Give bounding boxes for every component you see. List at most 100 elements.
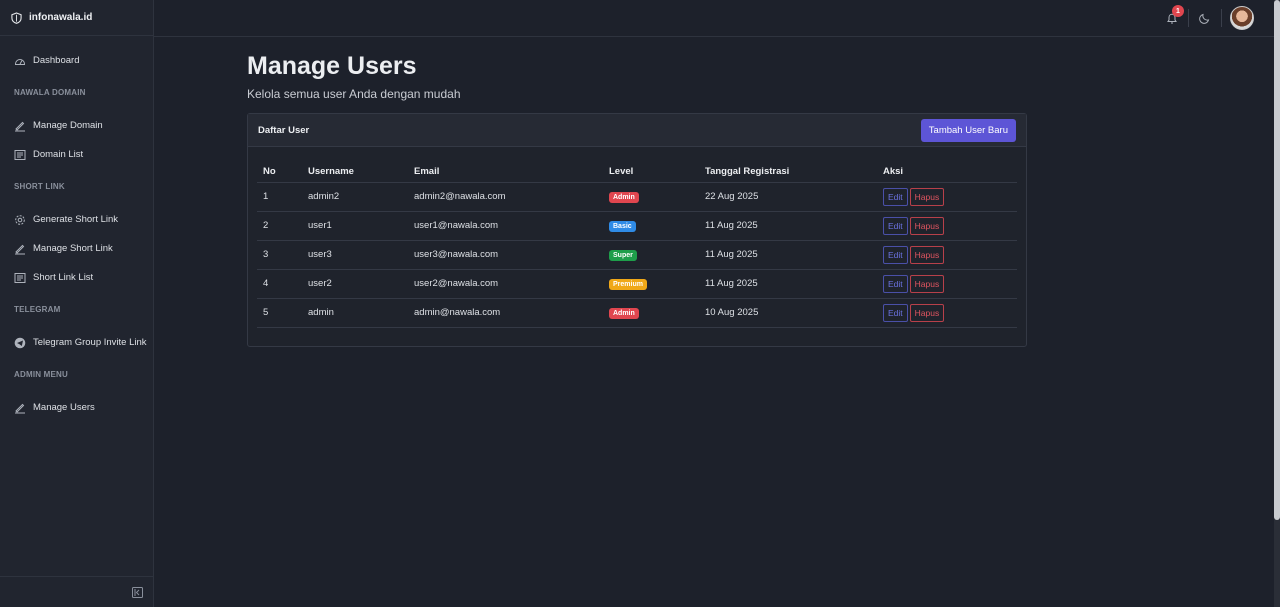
users-table: No Username Email Level Tanggal Registra… xyxy=(257,161,1017,328)
cell-date: 10 Aug 2025 xyxy=(699,298,877,328)
topbar-divider xyxy=(1188,9,1189,27)
sidebar-item-label: Dashboard xyxy=(33,55,80,66)
column-header-email: Email xyxy=(408,161,603,183)
level-badge: Admin xyxy=(609,191,639,203)
cell-date: 11 Aug 2025 xyxy=(699,211,877,241)
table-row: 2 user1 user1@nawala.com Basic 11 Aug 2025 Ed… xyxy=(257,211,1017,241)
sidebar-item-label: Manage Users xyxy=(33,402,95,413)
column-header-date: Tanggal Registrasi xyxy=(699,161,877,183)
table-header-row: No Username Email Level Tanggal Registra… xyxy=(257,161,1017,183)
shield-icon xyxy=(11,11,22,24)
add-user-button[interactable]: Tambah User Baru xyxy=(920,118,1016,142)
pen-icon xyxy=(14,243,26,255)
cell-email: admin@nawala.com xyxy=(408,298,603,328)
sidebar-item-label: Manage Domain xyxy=(33,120,103,131)
sidebar-item-label: Generate Short Link xyxy=(33,214,119,225)
cell-level: Admin xyxy=(603,298,699,328)
notification-badge: 1 xyxy=(1172,5,1184,17)
sidebar-item-manage-users[interactable]: Manage Users xyxy=(0,393,153,422)
cell-date: 11 Aug 2025 xyxy=(699,269,877,299)
cell-actions: Edit Hapus xyxy=(877,269,1017,299)
brand-name: infonawala.id xyxy=(29,12,93,23)
cell-level: Admin xyxy=(603,182,699,212)
cell-no: 2 xyxy=(257,211,302,241)
cell-no: 4 xyxy=(257,269,302,299)
cell-no: 1 xyxy=(257,182,302,212)
sidebar: infonawala.id Dashboard NAWALA DOMAIN Mana… xyxy=(0,0,154,607)
page-subtitle: Kelola semua user Anda dengan mudah xyxy=(247,87,461,101)
edit-button[interactable]: Edit xyxy=(883,187,908,206)
sidebar-nav: Dashboard NAWALA DOMAIN Manage Domain Domai… xyxy=(0,36,153,422)
delete-button[interactable]: Hapus xyxy=(909,216,945,235)
collapse-sidebar-icon[interactable] xyxy=(132,586,143,598)
brand[interactable]: infonawala.id xyxy=(0,0,153,36)
card-title: Daftar User xyxy=(258,124,310,136)
level-badge: Basic xyxy=(609,220,636,232)
cell-date: 22 Aug 2025 xyxy=(699,182,877,212)
page-scrollbar[interactable] xyxy=(1274,0,1280,607)
sidebar-item-generate-short-link[interactable]: Generate Short Link xyxy=(0,205,153,234)
cell-email: user1@nawala.com xyxy=(408,211,603,241)
sidebar-item-manage-short-link[interactable]: Manage Short Link xyxy=(0,234,153,263)
cell-level: Basic xyxy=(603,211,699,241)
cell-level: Premium xyxy=(603,269,699,299)
table-row: 3 user3 user3@nawala.com Super 11 Aug 2025 Ed… xyxy=(257,240,1017,270)
column-header-username: Username xyxy=(302,161,408,183)
users-table-body: 1 admin2 admin2@nawala.com Admin 22 Aug 2025… xyxy=(257,182,1017,328)
sidebar-item-label: Manage Short Link xyxy=(33,243,113,254)
avatar[interactable] xyxy=(1230,6,1254,30)
cell-username: user1 xyxy=(302,211,408,241)
sidebar-footer xyxy=(0,576,153,607)
edit-button[interactable]: Edit xyxy=(883,274,908,293)
topbar: 1 xyxy=(154,0,1274,37)
cell-no: 5 xyxy=(257,298,302,328)
table-row: 1 admin2 admin2@nawala.com Admin 22 Aug 2025… xyxy=(257,182,1017,212)
dashboard-icon xyxy=(14,55,26,67)
table-row: 4 user2 user2@nawala.com Premium 11 Aug 2025… xyxy=(257,269,1017,299)
cell-username: admin2 xyxy=(302,182,408,212)
user-list-card: Daftar User Tambah User Baru No Username… xyxy=(247,113,1027,347)
column-header-level: Level xyxy=(603,161,699,183)
edit-button[interactable]: Edit xyxy=(883,303,908,322)
top-actions: 1 xyxy=(1156,5,1254,31)
cell-level: Super xyxy=(603,240,699,270)
pen-icon xyxy=(14,120,26,132)
delete-button[interactable]: Hapus xyxy=(909,245,945,264)
level-badge: Super xyxy=(609,249,637,261)
sidebar-section-label: TELEGRAM xyxy=(14,305,61,314)
gear-icon xyxy=(14,214,26,226)
sidebar-section-label: ADMIN MENU xyxy=(14,370,68,379)
sidebar-item-short-link-list[interactable]: Short Link List xyxy=(0,263,153,292)
cell-username: admin xyxy=(302,298,408,328)
sidebar-section-label: NAWALA DOMAIN xyxy=(14,88,86,97)
cell-email: admin2@nawala.com xyxy=(408,182,603,212)
level-badge: Premium xyxy=(609,278,647,290)
telegram-icon xyxy=(14,337,26,349)
edit-button[interactable]: Edit xyxy=(883,245,908,264)
cell-actions: Edit Hapus xyxy=(877,211,1017,241)
delete-button[interactable]: Hapus xyxy=(909,187,945,206)
cell-no: 3 xyxy=(257,240,302,270)
cell-email: user3@nawala.com xyxy=(408,240,603,270)
theme-toggle-button[interactable] xyxy=(1189,5,1221,31)
delete-button[interactable]: Hapus xyxy=(909,274,945,293)
sidebar-item-manage-domain[interactable]: Manage Domain xyxy=(0,111,153,140)
cell-actions: Edit Hapus xyxy=(877,240,1017,270)
card-header: Daftar User Tambah User Baru xyxy=(248,114,1026,147)
delete-button[interactable]: Hapus xyxy=(909,303,945,322)
sidebar-section-label: SHORT LINK xyxy=(14,182,65,191)
sidebar-item-label: Domain List xyxy=(33,149,84,160)
sidebar-item-dashboard[interactable]: Dashboard xyxy=(0,46,153,75)
sidebar-item-telegram[interactable]: Telegram Group Invite Link xyxy=(0,328,153,357)
cell-username: user2 xyxy=(302,269,408,299)
topbar-divider xyxy=(1221,9,1222,27)
cell-username: user3 xyxy=(302,240,408,270)
sidebar-item-label: Telegram Group Invite Link xyxy=(33,337,147,348)
notification-button[interactable]: 1 xyxy=(1156,5,1188,31)
sidebar-item-domain-list[interactable]: Domain List xyxy=(0,140,153,169)
column-header-actions: Aksi xyxy=(877,161,1017,183)
scrollbar-thumb[interactable] xyxy=(1274,0,1280,520)
edit-button[interactable]: Edit xyxy=(883,216,908,235)
cell-date: 11 Aug 2025 xyxy=(699,240,877,270)
pen-icon xyxy=(14,402,26,414)
